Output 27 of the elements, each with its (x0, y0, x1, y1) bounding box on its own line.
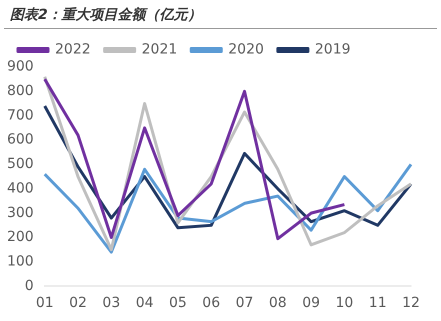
x-tick-label: 07 (236, 295, 254, 312)
y-tick-label: 400 (6, 180, 34, 196)
y-tick-label: 0 (24, 278, 34, 294)
x-tick-label: 12 (402, 295, 420, 312)
x-tick-label: 06 (202, 295, 220, 312)
legend-label: 2019 (314, 42, 351, 58)
x-tick-label: 11 (368, 295, 387, 312)
y-tick-label: 200 (6, 229, 34, 246)
x-tick-label: 09 (302, 295, 320, 312)
y-tick-label: 100 (6, 253, 34, 270)
y-tick-label: 500 (6, 156, 34, 172)
x-tick-label: 04 (136, 295, 154, 312)
legend-label: 2022 (55, 42, 91, 58)
x-tick-label: 10 (335, 295, 354, 312)
y-tick-label: 900 (6, 58, 34, 75)
x-tick-label: 05 (169, 295, 187, 312)
x-tick-label: 01 (36, 295, 54, 312)
chart-title: 图表2：重大项目金额（亿元） (4, 0, 437, 29)
y-tick-label: 700 (6, 107, 34, 124)
legend-label: 2020 (228, 42, 264, 58)
x-tick-label: 03 (102, 295, 120, 312)
y-tick-label: 600 (6, 132, 34, 148)
y-tick-label: 800 (6, 82, 34, 99)
x-tick-label: 08 (268, 295, 287, 312)
legend-label: 2021 (142, 42, 178, 58)
y-tick-label: 300 (6, 204, 34, 221)
x-tick-label: 02 (69, 295, 87, 312)
